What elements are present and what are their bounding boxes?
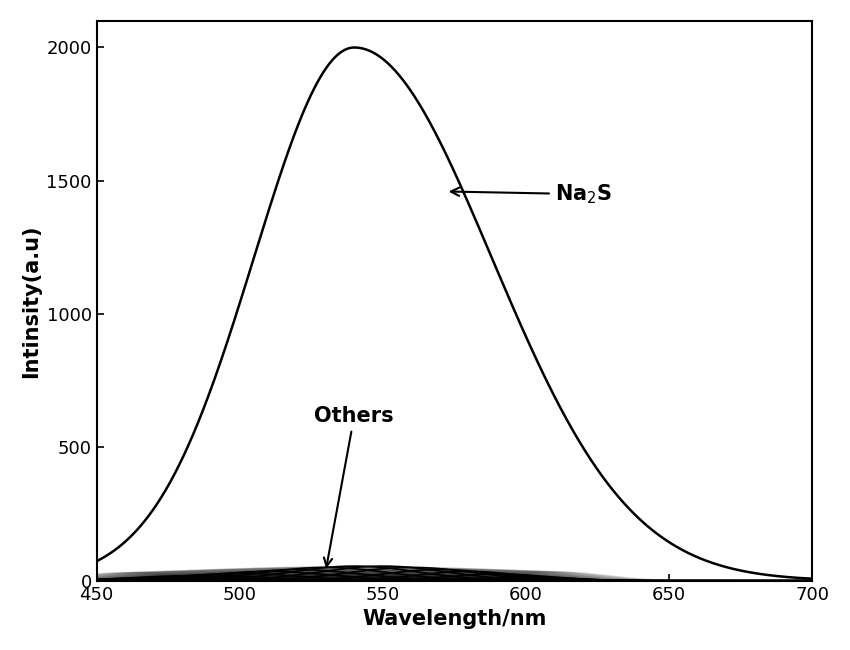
Text: Na$_2$S: Na$_2$S bbox=[450, 183, 612, 206]
X-axis label: Wavelength/nm: Wavelength/nm bbox=[362, 609, 547, 629]
Text: Others: Others bbox=[314, 406, 394, 566]
Y-axis label: Intinsity(a.u): Intinsity(a.u) bbox=[21, 224, 41, 378]
